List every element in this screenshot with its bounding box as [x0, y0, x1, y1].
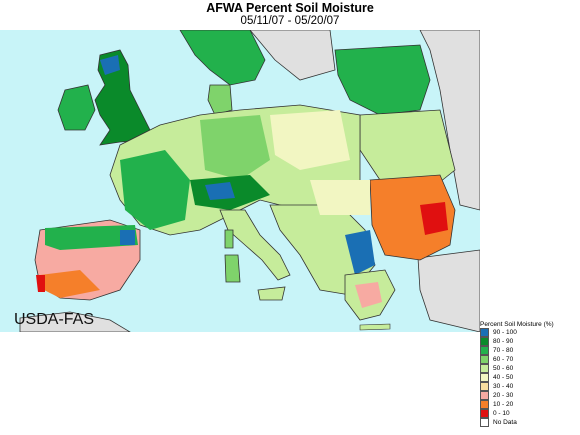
legend-label: 60 - 70: [493, 356, 514, 363]
legend-swatch: [480, 373, 489, 382]
balkans-blue: [345, 230, 375, 275]
legend-item: 40 - 50: [478, 373, 578, 382]
legend-item: 50 - 60: [478, 364, 578, 373]
legend-label: 80 - 90: [493, 338, 514, 345]
legend-label: 40 - 50: [493, 374, 514, 381]
scotland-blue: [100, 55, 120, 75]
sardinia: [224, 254, 241, 283]
legend-item: 80 - 90: [478, 337, 578, 346]
legend-item: No Data: [478, 418, 578, 427]
legend-title: Percent Soil Moisture (%): [480, 321, 554, 328]
alps-blue: [205, 182, 235, 200]
legend-swatch: [480, 328, 489, 337]
northern-spain-green: [45, 225, 138, 250]
legend-label: 30 - 40: [493, 383, 514, 390]
southern-spain-orange: [40, 270, 100, 298]
map-date-range: 05/11/07 - 05/20/07: [240, 15, 340, 27]
map-title: AFWA Percent Soil Moisture: [206, 1, 374, 15]
turkey-land: [417, 249, 480, 332]
legend-item: 20 - 30: [478, 391, 578, 400]
legend-swatch: [480, 409, 489, 418]
italy: [219, 209, 291, 281]
north-africa-land: [19, 311, 131, 332]
legend-item: 60 - 70: [478, 355, 578, 364]
legend-label: 0 - 10: [493, 410, 510, 417]
greece-pink: [355, 282, 382, 308]
legend-swatch: [480, 355, 489, 364]
romania-bulgaria: [369, 174, 456, 261]
legend-swatch: [480, 346, 489, 355]
legend-swatch: [480, 400, 489, 409]
sicily: [257, 286, 286, 301]
legend-item: 10 - 20: [478, 400, 578, 409]
russia-land: [419, 30, 480, 211]
france-green: [120, 150, 190, 230]
portugal-red: [36, 275, 45, 292]
legend-label: No Data: [493, 419, 517, 426]
soil-moisture-map: [0, 30, 480, 332]
legend-swatch: [480, 382, 489, 391]
scandinavia-grey: [249, 30, 336, 81]
legend-item: 30 - 40: [478, 382, 578, 391]
legend-label: 90 - 100: [493, 329, 517, 336]
legend-swatch: [480, 364, 489, 373]
corsica: [224, 229, 234, 249]
eastern-spain-blue: [120, 230, 135, 245]
legend-label: 20 - 30: [493, 392, 514, 399]
legend-label: 10 - 20: [493, 401, 514, 408]
legend-swatch: [480, 418, 489, 427]
poland-light: [270, 110, 350, 170]
crete: [359, 323, 391, 331]
legend-item: 0 - 10: [478, 409, 578, 418]
legend-label: 50 - 60: [493, 365, 514, 372]
legend-label: 70 - 80: [493, 347, 514, 354]
ireland: [57, 84, 96, 131]
legend-item: 70 - 80: [478, 346, 578, 355]
legend-swatch: [480, 391, 489, 400]
hungary-pale: [310, 180, 370, 215]
agency-label: USDA-FAS: [14, 311, 95, 328]
map-legend: Percent Soil Moisture (%) 90 - 100 80 - 9…: [478, 321, 578, 427]
legend-swatch: [480, 337, 489, 346]
romania-red: [420, 202, 448, 235]
legend-item: 90 - 100: [478, 328, 578, 337]
germany-green: [200, 115, 270, 180]
scandinavia: [179, 30, 266, 86]
